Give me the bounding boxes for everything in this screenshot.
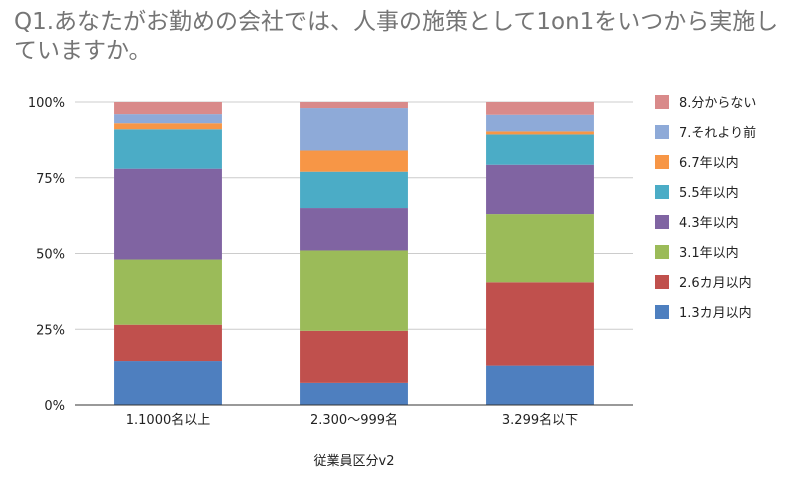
y-tick-label: 75% (36, 172, 65, 187)
legend-label: 5.5年以内 (679, 185, 739, 201)
legend-item[interactable]: 8.分からない (655, 95, 756, 111)
x-axis-ticks: 1.1000名以上 2.300〜999名 3.299名以下 (126, 412, 578, 428)
legend-item[interactable]: 2.6カ月以内 (655, 275, 752, 291)
legend-item[interactable]: 6.7年以内 (655, 155, 739, 171)
legend-swatch (655, 95, 669, 109)
legend-label: 8.分からない (679, 96, 756, 111)
y-tick-label: 50% (36, 248, 65, 263)
bar-segment[interactable] (300, 382, 408, 405)
legend-label: 1.3カ月以内 (679, 305, 752, 321)
bars (114, 102, 594, 405)
legend-label: 4.3年以内 (679, 215, 739, 231)
x-tick-label: 1.1000名以上 (126, 412, 211, 428)
bar-segment[interactable] (300, 208, 408, 251)
legend-swatch (655, 215, 669, 229)
bar-segment[interactable] (486, 214, 594, 283)
y-tick-label: 25% (36, 323, 65, 338)
bar-segment[interactable] (486, 114, 594, 132)
bar-segment[interactable] (300, 330, 408, 383)
bar-segment[interactable] (114, 168, 222, 260)
bar-segment[interactable] (486, 164, 594, 215)
legend-label: 7.それより前 (679, 125, 756, 141)
bar-segment[interactable] (114, 123, 222, 130)
y-tick-label: 100% (28, 96, 65, 111)
bar-segment[interactable] (486, 131, 594, 135)
bar-segment[interactable] (114, 324, 222, 362)
legend-label: 2.6カ月以内 (679, 275, 752, 291)
legend-swatch (655, 125, 669, 139)
legend-item[interactable]: 3.1年以内 (655, 245, 739, 261)
bar-segment[interactable] (114, 129, 222, 169)
legend-swatch (655, 275, 669, 289)
bar-segment[interactable] (300, 171, 408, 209)
y-axis-ticks: 0% 25% 50% 75% 100% (28, 96, 65, 414)
legend-item[interactable]: 1.3カ月以内 (655, 305, 752, 321)
x-tick-label: 3.299名以下 (502, 412, 578, 428)
legend[interactable]: 8.分からない 7.それより前 6.7年以内 5.5年以内 4.3年以内 3.1年以内 2.… (655, 95, 756, 321)
bar-segment[interactable] (300, 250, 408, 331)
legend-item[interactable]: 4.3年以内 (655, 215, 739, 231)
x-axis-title: 従業員区分v2 (314, 453, 395, 469)
bar-segment[interactable] (114, 114, 222, 124)
legend-swatch (655, 305, 669, 319)
bar-segment[interactable] (114, 361, 222, 405)
legend-label: 3.1年以内 (679, 245, 739, 261)
bar-segment[interactable] (114, 102, 222, 115)
bar-segment[interactable] (486, 102, 594, 115)
x-tick-label: 2.300〜999名 (310, 412, 398, 428)
legend-swatch (655, 155, 669, 169)
bar-segment[interactable] (300, 102, 408, 109)
legend-swatch (655, 185, 669, 199)
bar-segment[interactable] (300, 150, 408, 172)
bar-segment[interactable] (486, 365, 594, 405)
legend-swatch (655, 245, 669, 259)
bar-segment[interactable] (486, 282, 594, 366)
bar-segment[interactable] (114, 259, 222, 325)
legend-item[interactable]: 7.それより前 (655, 125, 756, 141)
bar-segment[interactable] (486, 134, 594, 165)
chart-title: Q1.あなたがお勤めの会社では、人事の施策として1on1をいつから実施しています… (14, 9, 779, 64)
legend-item[interactable]: 5.5年以内 (655, 185, 739, 201)
y-tick-label: 0% (44, 399, 65, 414)
bar-segment[interactable] (300, 108, 408, 151)
legend-label: 6.7年以内 (679, 155, 739, 171)
